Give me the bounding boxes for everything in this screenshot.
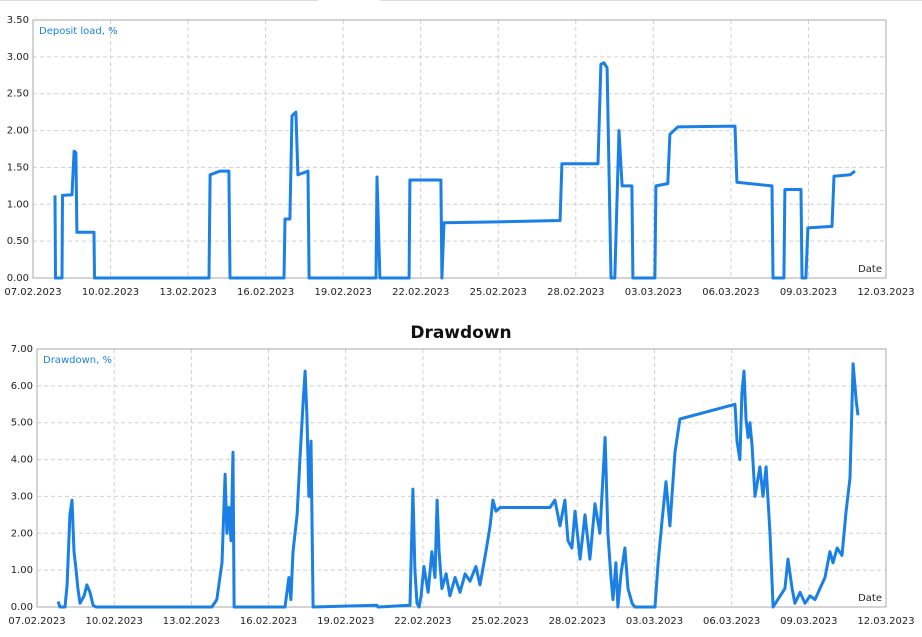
y-tick-label: 2.50 — [7, 89, 29, 100]
x-axis-label: Date — [858, 264, 882, 275]
x-tick-label: 07.02.2023 — [4, 287, 61, 298]
y-tick-label: 3.00 — [11, 491, 33, 502]
chart-title: Drawdown — [410, 323, 511, 343]
x-tick-label: 25.02.2023 — [470, 287, 527, 298]
y-tick-label: 2.00 — [7, 126, 29, 137]
plot-frame — [32, 19, 887, 279]
x-tick-label: 16.02.2023 — [240, 616, 297, 627]
x-tick-label: 07.02.2023 — [8, 616, 65, 627]
y-tick-label: 7.00 — [11, 344, 33, 355]
plot-border — [32, 19, 887, 279]
legend-label: Drawdown, % — [43, 355, 112, 366]
x-tick-label: 16.02.2023 — [237, 287, 294, 298]
x-tick-label: 09.03.2023 — [780, 616, 837, 627]
y-tick-label: 1.00 — [7, 199, 29, 210]
data-line — [56, 362, 860, 609]
data-line — [53, 61, 856, 280]
y-tick-label: 5.00 — [11, 418, 33, 429]
y-tick-label: 0.50 — [7, 236, 29, 247]
x-tick-label: 06.03.2023 — [703, 616, 760, 627]
x-tick-label: 19.02.2023 — [317, 616, 374, 627]
x-tick-label: 06.03.2023 — [702, 287, 759, 298]
y-tick-label: 6.00 — [11, 381, 33, 392]
y-tick-label: 0.00 — [11, 602, 33, 613]
x-tick-label: 13.02.2023 — [159, 287, 216, 298]
y-tick-label: 3.00 — [7, 52, 29, 63]
y-tick-label: 4.00 — [11, 455, 33, 466]
x-tick-label: 13.02.2023 — [163, 616, 220, 627]
x-tick-label: 10.02.2023 — [82, 287, 139, 298]
x-tick-label: 22.02.2023 — [392, 287, 449, 298]
y-tick-label: 2.00 — [11, 528, 33, 539]
x-tick-label: 28.02.2023 — [549, 616, 606, 627]
y-tick-label: 1.00 — [11, 565, 33, 576]
plot-border — [36, 348, 887, 608]
x-tick-label: 25.02.2023 — [471, 616, 528, 627]
x-axis-label: Date — [858, 593, 882, 604]
x-tick-label: 09.03.2023 — [780, 287, 837, 298]
y-tick-label: 1.50 — [7, 162, 29, 173]
x-tick-label: 03.03.2023 — [625, 287, 682, 298]
x-tick-label: 12.03.2023 — [857, 287, 914, 298]
legend-label: Deposit load, % — [39, 26, 118, 37]
y-tick-label: 0.00 — [7, 273, 29, 284]
x-tick-label: 19.02.2023 — [315, 287, 372, 298]
x-tick-label: 28.02.2023 — [547, 287, 604, 298]
x-tick-label: 10.02.2023 — [86, 616, 143, 627]
x-tick-label: 12.03.2023 — [857, 616, 914, 627]
y-tick-label: 3.50 — [7, 15, 29, 26]
x-tick-label: 03.03.2023 — [626, 616, 683, 627]
x-tick-label: 22.02.2023 — [394, 616, 451, 627]
